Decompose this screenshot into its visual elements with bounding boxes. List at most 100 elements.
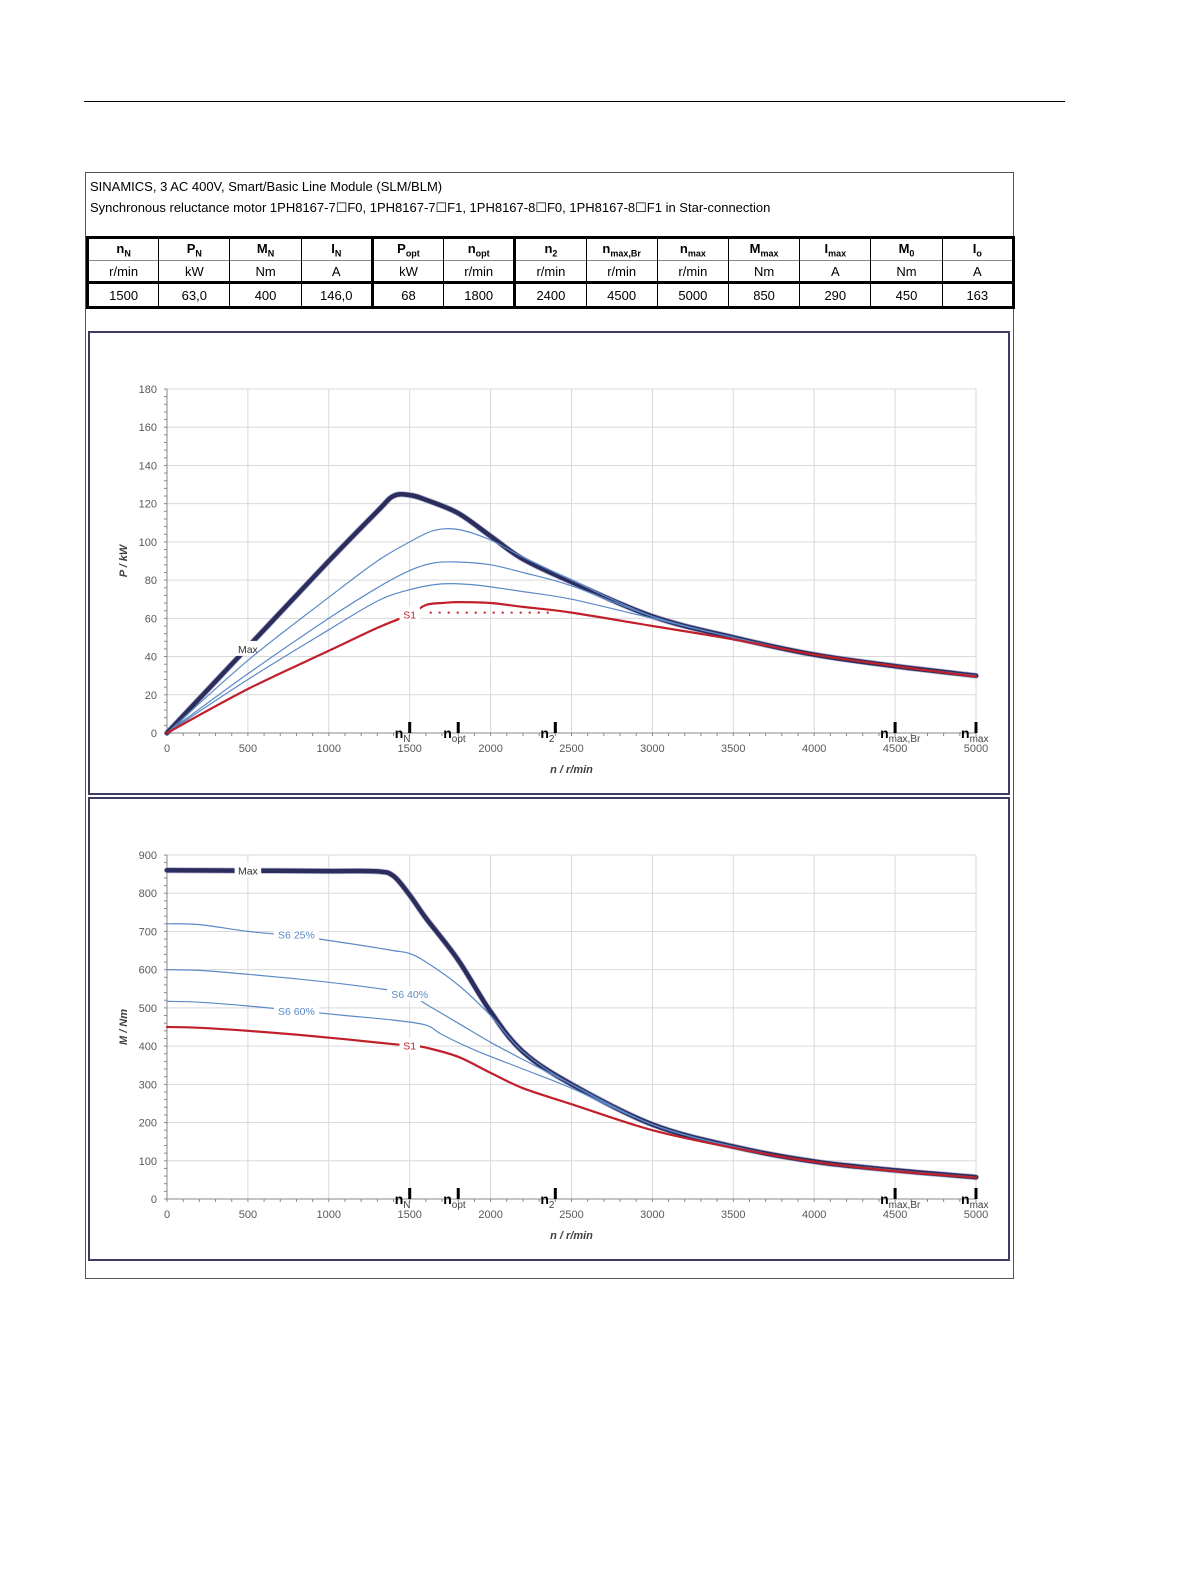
spec-unit-cell: r/min bbox=[656, 260, 729, 283]
y-tick-label: 40 bbox=[145, 652, 157, 664]
spec-unit-cell: A bbox=[300, 260, 374, 283]
spec-symbol: P bbox=[186, 240, 196, 256]
x-tick-label: 1000 bbox=[317, 1209, 341, 1221]
spec-symbol-cell: nN bbox=[85, 236, 160, 261]
x-tick-label: 500 bbox=[239, 1209, 257, 1221]
spec-unit-cell: r/min bbox=[85, 260, 160, 283]
x-tick-label: 5000 bbox=[964, 743, 988, 755]
spec-symbol: I bbox=[972, 240, 977, 256]
x-tick-label: 2500 bbox=[559, 1209, 583, 1221]
y-tick-label: 20 bbox=[145, 690, 157, 702]
speed-marker-subscript: max bbox=[970, 1200, 989, 1211]
spec-symbol-subscript: o bbox=[976, 248, 982, 259]
y-tick-label: 400 bbox=[139, 1041, 157, 1053]
speed-marker-label: nN bbox=[395, 1191, 411, 1211]
spec-symbol-cell: IN bbox=[300, 236, 374, 261]
spec-symbol-subscript: N bbox=[267, 248, 275, 259]
spec-symbol: M bbox=[898, 240, 910, 256]
datasheet-frame: SINAMICS, 3 AC 400V, Smart/Basic Line Mo… bbox=[85, 172, 1016, 1279]
power-chart-panel: 0 500 1000 1500 2000 2500 3000 3500 4000 4500 5000… bbox=[88, 331, 1010, 795]
spec-symbol: M bbox=[749, 240, 761, 256]
speed-marker-label: nopt bbox=[443, 1191, 466, 1211]
spec-symbol: n bbox=[467, 240, 476, 256]
spec-unit-cell: kW bbox=[158, 260, 231, 283]
spec-symbol: I bbox=[331, 240, 335, 256]
torque-speed-chart: 0 500 1000 1500 2000 2500 3000 3500 4000 4500 5000… bbox=[118, 850, 989, 1242]
spec-value-cell: 4500 bbox=[585, 281, 658, 309]
spec-value-cell: 63,0 bbox=[158, 281, 231, 309]
series-label-bg bbox=[399, 1037, 420, 1053]
spec-symbol-cell: n2 bbox=[513, 236, 587, 261]
y-tick-label: 160 bbox=[139, 422, 157, 434]
x-axis-title: n / r/min bbox=[550, 1230, 593, 1242]
spec-value-cell: 163 bbox=[941, 281, 1016, 309]
x-tick-label: 3000 bbox=[640, 743, 664, 755]
spec-unit-cell: r/min bbox=[443, 260, 517, 283]
x-tick-label: 1500 bbox=[397, 1209, 421, 1221]
x-tick-label: 4000 bbox=[802, 1209, 826, 1221]
x-tick-label: 0 bbox=[164, 1209, 170, 1221]
x-tick-label: 3500 bbox=[721, 1209, 745, 1221]
series-label-bg bbox=[387, 986, 433, 1002]
spec-value-cell: 68 bbox=[370, 281, 445, 309]
spec-symbol-cell: nmax,Br bbox=[585, 236, 658, 261]
x-tick-label: 0 bbox=[164, 743, 170, 755]
y-tick-label: 0 bbox=[151, 728, 157, 740]
spec-symbol-subscript: 0 bbox=[909, 248, 915, 259]
y-tick-label: 100 bbox=[139, 537, 157, 549]
series-label: S6 25% bbox=[278, 930, 315, 942]
spec-symbol-subscript: max,Br bbox=[610, 248, 641, 259]
spec-unit-cell: r/min bbox=[513, 260, 587, 283]
spec-unit-cell: kW bbox=[370, 260, 445, 283]
y-axis-title: P / kW bbox=[118, 543, 130, 577]
spec-symbol: n bbox=[544, 240, 553, 256]
spec-symbol-subscript: max bbox=[760, 248, 779, 259]
series-label: S6 40% bbox=[391, 989, 428, 1001]
torque-series-s1 bbox=[165, 1025, 978, 1179]
spec-unit-cell: A bbox=[799, 260, 872, 283]
y-tick-label: 140 bbox=[139, 460, 157, 472]
spec-symbol-subscript: opt bbox=[475, 248, 490, 259]
spec-symbol-cell: Popt bbox=[370, 236, 445, 261]
speed-marker-subscript: max bbox=[970, 734, 989, 745]
speed-marker-label: n2 bbox=[540, 1191, 555, 1211]
spec-value-cell: 290 bbox=[799, 281, 872, 309]
spec-table: nN PN MN IN Popt nopt n2 nmax,Br nmax Mmax Imax M0 I… bbox=[85, 236, 1016, 309]
spec-value-row: 1500 63,0 400 146,0 68 1800 2400 4500 5000 850 290… bbox=[85, 281, 1016, 309]
torque-chart-panel: 0 500 1000 1500 2000 2500 3000 3500 4000 4500 5000… bbox=[88, 797, 1010, 1261]
y-tick-label: 80 bbox=[145, 575, 157, 587]
speed-marker-label: nmax,Br bbox=[880, 1191, 921, 1211]
series-label-bg bbox=[273, 1002, 320, 1018]
spec-symbol: I bbox=[824, 240, 829, 256]
speed-marker-subscript: max,Br bbox=[889, 1200, 921, 1211]
spec-value-cell: 1800 bbox=[443, 281, 517, 309]
spec-symbol-subscript: 2 bbox=[552, 248, 558, 259]
spec-value-cell: 400 bbox=[229, 281, 302, 309]
speed-marker-subscript: 2 bbox=[549, 1200, 555, 1211]
power-series-s1 bbox=[165, 601, 978, 735]
spec-symbol: M bbox=[256, 240, 268, 256]
spec-symbol-subscript: N bbox=[334, 248, 342, 259]
x-tick-label: 2000 bbox=[478, 1209, 502, 1221]
series-label-bg bbox=[234, 640, 262, 656]
x-tick-label: 1500 bbox=[397, 743, 421, 755]
spec-symbol-subscript: N bbox=[195, 248, 202, 259]
spec-unit-cell: A bbox=[941, 260, 1016, 283]
speed-marker-label: nmax,Br bbox=[880, 725, 921, 745]
spec-value-cell: 5000 bbox=[656, 281, 729, 309]
spec-value-cell: 2400 bbox=[513, 281, 587, 309]
y-tick-label: 120 bbox=[139, 499, 157, 511]
x-tick-label: 4500 bbox=[883, 1209, 907, 1221]
speed-marker-subscript: opt bbox=[452, 734, 466, 745]
spec-symbol-subscript: max bbox=[687, 248, 706, 259]
power-speed-chart: 0 500 1000 1500 2000 2500 3000 3500 4000 4500 5000… bbox=[118, 384, 989, 776]
series-label-bg bbox=[399, 606, 420, 622]
y-tick-label: 0 bbox=[151, 1194, 157, 1206]
x-tick-label: 4500 bbox=[883, 743, 907, 755]
y-tick-label: 700 bbox=[139, 926, 157, 938]
y-tick-label: 100 bbox=[139, 1156, 157, 1168]
series-label-bg bbox=[234, 862, 262, 878]
x-tick-label: 2000 bbox=[478, 743, 502, 755]
x-tick-label: 2500 bbox=[559, 743, 583, 755]
